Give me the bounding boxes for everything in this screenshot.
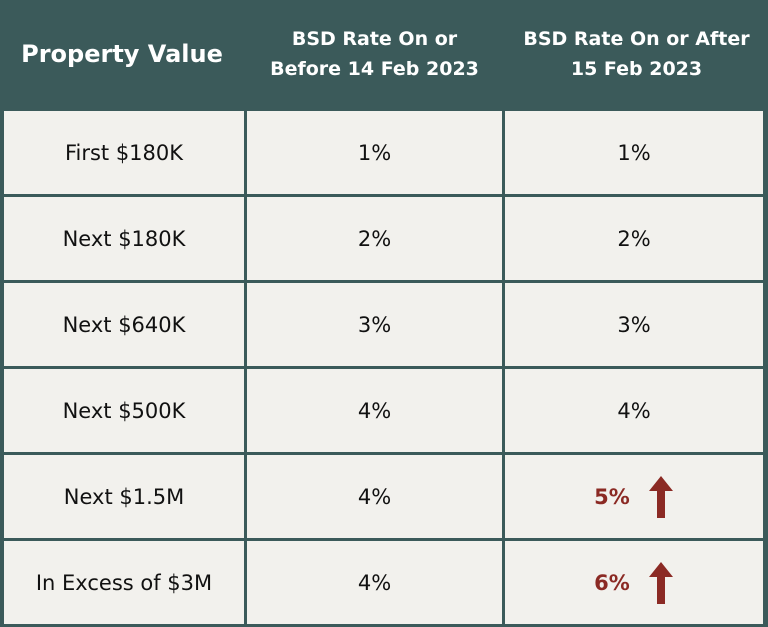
property-tier-cell: Next $640K	[4, 283, 244, 366]
table-row: In Excess of $3M 4% 6%	[0, 541, 768, 624]
rate-before-cell: 2%	[247, 197, 502, 280]
header-bsd-before-line2: Before 14 Feb 2023	[270, 58, 479, 80]
property-tier-cell: Next $1.5M	[4, 455, 244, 538]
table-row: Next $1.5M 4% 5%	[0, 455, 768, 538]
header-bsd-before-line1: BSD Rate On or	[291, 28, 458, 50]
rate-after-value: 3%	[617, 312, 651, 337]
rate-before-cell: 4%	[247, 455, 502, 538]
table-row: Next $180K 2% 2%	[0, 197, 768, 280]
rate-after-cell: 6%	[505, 541, 763, 624]
rate-before-cell: 4%	[247, 369, 502, 452]
rate-after-cell: 1%	[505, 111, 763, 194]
header-bsd-before: BSD Rate On or Before 14 Feb 2023	[247, 0, 502, 108]
rate-after-cell: 4%	[505, 369, 763, 452]
property-tier-cell: First $180K	[4, 111, 244, 194]
rate-after-value: 5%	[594, 484, 630, 509]
table-header: Property Value BSD Rate On or Before 14 …	[0, 0, 768, 108]
property-tier-cell: Next $500K	[4, 369, 244, 452]
header-bsd-after-line1: BSD Rate On or After	[523, 28, 750, 50]
property-tier-cell: Next $180K	[4, 197, 244, 280]
arrow-up-icon	[648, 475, 673, 518]
header-bsd-after: BSD Rate On or After 15 Feb 2023	[505, 0, 768, 108]
table-row: First $180K 1% 1%	[0, 111, 768, 194]
header-bsd-after-line2: 15 Feb 2023	[570, 58, 703, 80]
rate-after-value: 2%	[617, 226, 651, 251]
arrow-up-icon	[648, 561, 673, 604]
table-row: Next $640K 3% 3%	[0, 283, 768, 366]
rate-after-value: 1%	[617, 140, 651, 165]
rate-before-cell: 1%	[247, 111, 502, 194]
rate-after-cell: 3%	[505, 283, 763, 366]
rate-before-cell: 4%	[247, 541, 502, 624]
rate-after-cell: 2%	[505, 197, 763, 280]
table-row: Next $500K 4% 4%	[0, 369, 768, 452]
rate-before-cell: 3%	[247, 283, 502, 366]
rate-after-value: 4%	[617, 398, 651, 423]
rate-after-cell: 5%	[505, 455, 763, 538]
header-property-value: Property Value	[21, 40, 223, 68]
property-tier-cell: In Excess of $3M	[4, 541, 244, 624]
rate-after-value: 6%	[594, 570, 630, 595]
